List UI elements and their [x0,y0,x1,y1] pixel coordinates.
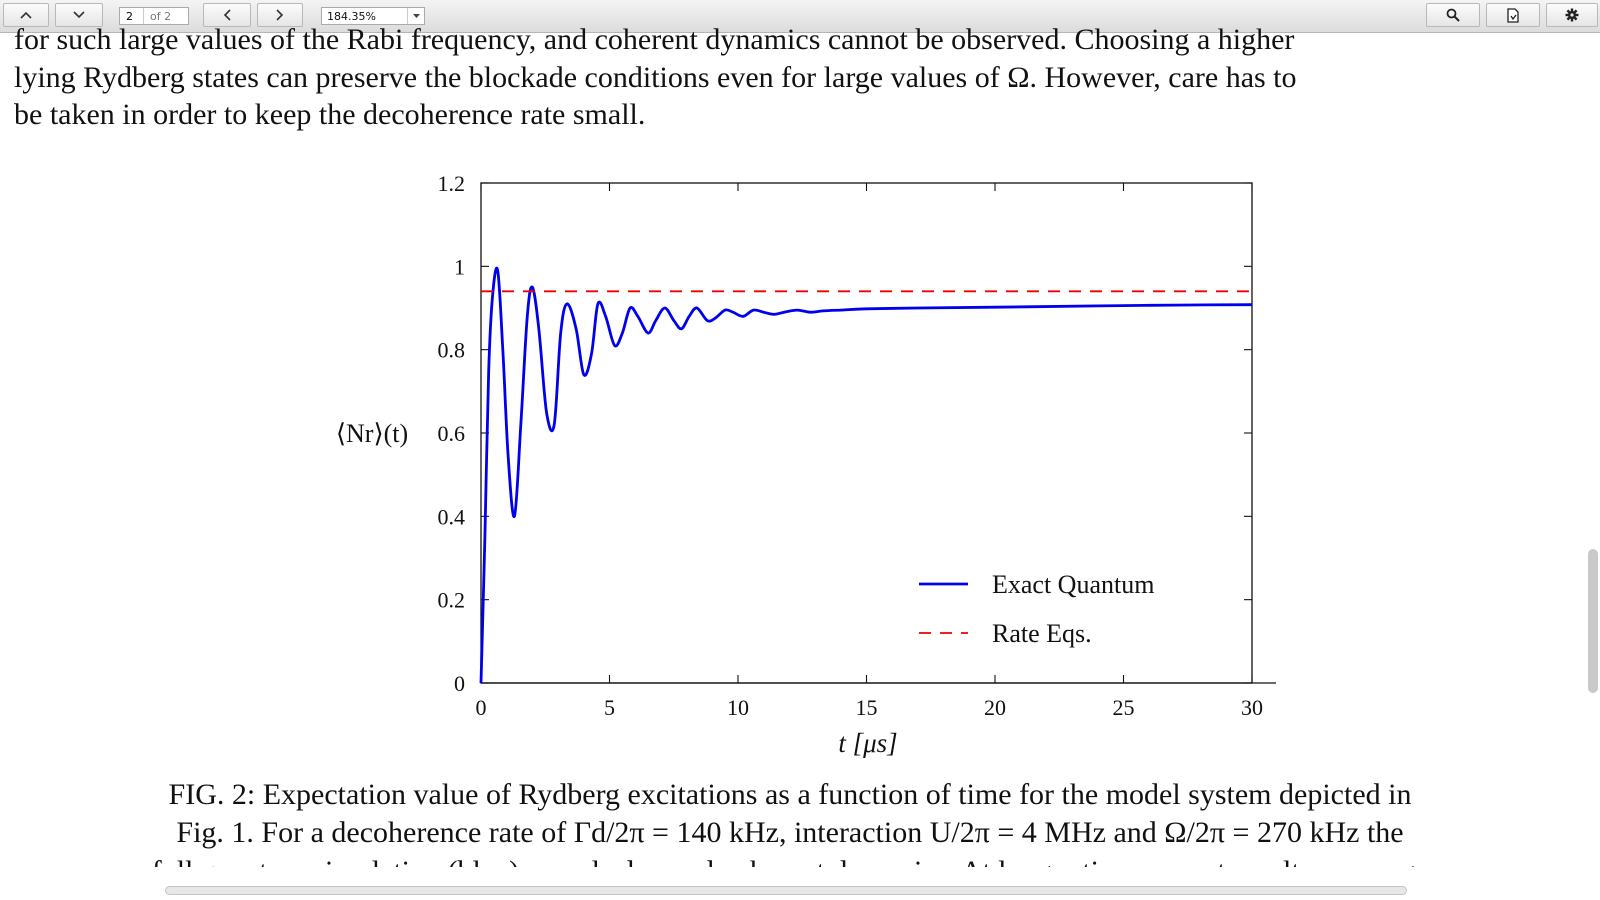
x-tick-label: 25 [1113,695,1135,720]
caption-line-2: Fig. 1. For a decoherence rate of Γd/2π … [176,816,1404,849]
chart-x-axis-label: t [μs] [838,728,897,758]
x-tick-label: 15 [856,695,878,720]
chevron-up-icon [20,11,32,19]
y-tick-label: 0.2 [438,588,466,613]
page-number-input[interactable] [120,8,144,24]
chevron-right-icon [276,9,284,21]
page-count-label: of 2 [150,9,172,23]
zoom-dropdown-button[interactable] [407,8,424,24]
gear-icon [1565,8,1579,22]
horizontal-scrollbar[interactable] [165,886,1407,895]
forward-button[interactable] [257,3,303,27]
document-icon [1507,7,1519,23]
x-tick-label: 10 [727,695,749,720]
zoom-value: 184.35% [327,9,376,23]
x-tick-label: 5 [604,695,615,720]
caret-down-icon [412,14,420,18]
plot-frame [480,182,1253,684]
y-tick-label: 0 [454,671,465,696]
prev-page-button[interactable] [3,3,49,27]
zoom-select[interactable]: 184.35% [321,7,425,25]
caption-line-3-text: full quantum simulation (blue) reveals d… [152,855,1429,867]
back-button[interactable] [203,3,251,27]
vertical-scrollbar[interactable] [1588,549,1598,693]
series-line-exact-quantum [479,266,1253,684]
y-tick-label: 1 [454,254,465,279]
chart-y-axis-label: ⟨Nr⟩(t) [336,419,408,448]
y-tick-label: 0.4 [438,504,466,529]
x-tick-label: 30 [1241,695,1263,720]
search-icon [1446,8,1460,22]
y-tick-label: 1.2 [438,171,466,196]
chart-axes [480,182,1276,684]
chevron-down-icon [73,11,85,19]
save-button[interactable] [1486,3,1540,27]
caption-line-1: FIG. 2: Expectation value of Rydberg exc… [168,778,1412,811]
next-page-button[interactable] [55,3,103,27]
body-text-line-2: lying Rydberg states can preserve the bl… [14,61,1297,94]
caption-line-3: full quantum simulation (blue) reveals d… [0,853,1580,867]
body-text-line-3: be taken in order to keep the decoherenc… [14,98,646,131]
body-text-line-1: for such large values of the Rabi freque… [14,23,1295,56]
settings-button[interactable] [1546,3,1598,27]
page-number-box: of 2 [119,7,189,25]
legend-label: Exact Quantum [992,570,1154,599]
chevron-left-icon [223,9,231,21]
chart-ticks: 0 5 10 15 20 25 30 0 0.2 0.4 0.6 0.8 1 1.2 [438,171,1264,720]
x-tick-label: 0 [476,695,487,720]
y-tick-label: 0.8 [438,338,466,363]
x-tick-label: 20 [984,695,1006,720]
y-tick-label: 0.6 [438,421,466,446]
search-button[interactable] [1426,3,1480,27]
legend-label: Rate Eqs. [992,619,1092,648]
chart-legend: Exact Quantum Rate Eqs. [919,570,1154,648]
chart-series [479,266,1253,684]
toolbar: of 2 184.35% [0,0,1600,33]
